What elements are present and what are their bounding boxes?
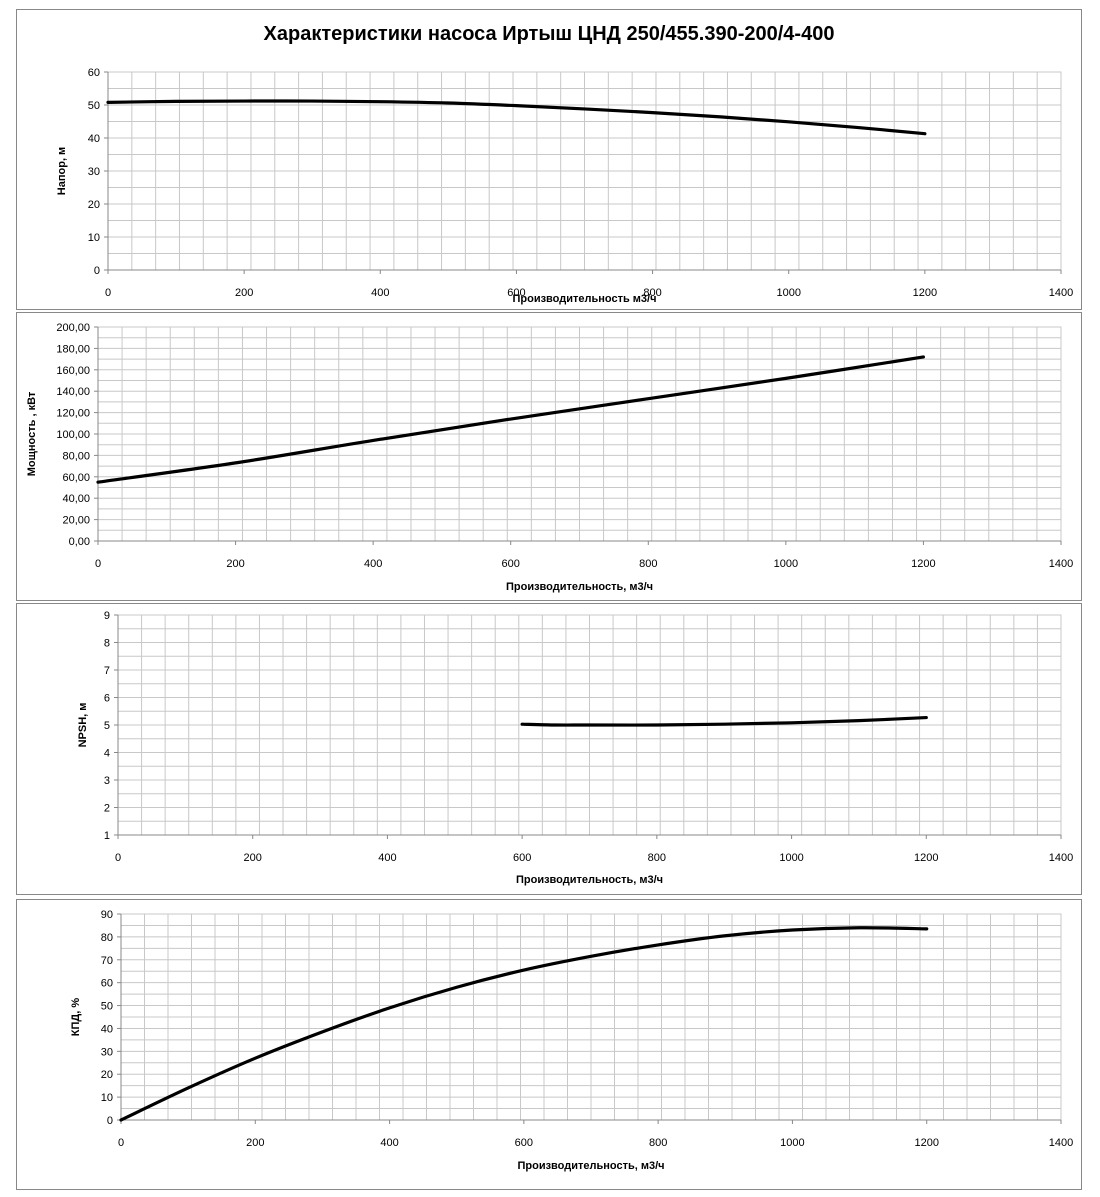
x-axis-label: Производительность м3/ч: [512, 293, 656, 305]
x-tick-label: 600: [502, 558, 520, 570]
y-tick-label: 0: [107, 1115, 113, 1127]
y-tick-label: 20: [88, 199, 100, 211]
y-tick-label: 80,00: [62, 450, 90, 462]
y-tick-label: 10: [88, 232, 100, 244]
x-tick-label: 0: [118, 1137, 124, 1149]
y-tick-label: 50: [101, 1001, 113, 1013]
series-line: [119, 926, 929, 1122]
x-tick-label: 400: [378, 852, 396, 864]
npsh-chart: 1 2 3 4 5 6 7 8 9 0 200 400 600 800 1000 1200 1400 Произв…: [77, 610, 1073, 886]
x-tick-label: 1400: [1049, 1137, 1073, 1149]
y-tick-label: 100,00: [56, 429, 90, 441]
grid: [120, 913, 1062, 1121]
x-tick-label: 600: [507, 287, 525, 299]
x-axis-label: Производительность, м3/ч: [506, 581, 653, 593]
x-tick-label: 800: [643, 287, 661, 299]
y-tick-label: 30: [101, 1046, 113, 1058]
x-tick-label: 1000: [779, 852, 803, 864]
head-chart-panel: Характеристики насоса Иртыш ЦНД 250/455.…: [16, 9, 1082, 310]
y-tick-label: 1: [104, 830, 110, 842]
x-tick-label: 600: [515, 1137, 533, 1149]
y-tick-label: 70: [101, 955, 113, 967]
efficiency-chart: 0 10 20 30 40 50 60 70 80 90 0 200 400 600 800 1000 1200…: [70, 909, 1073, 1172]
grid: [117, 614, 1062, 836]
y-tick-label: 140,00: [56, 386, 90, 398]
y-tick-label: 0,00: [69, 536, 90, 548]
y-tick-label: 9: [104, 610, 110, 622]
x-tick-label: 1000: [780, 1137, 804, 1149]
y-axis-label: КПД, %: [70, 998, 82, 1037]
x-tick-label: 1000: [776, 287, 800, 299]
x-tick-label: 800: [639, 558, 657, 570]
y-tick-label: 20,00: [62, 515, 90, 527]
grid: [107, 71, 1062, 271]
x-tick-label: 1200: [914, 852, 938, 864]
x-tick-label: 200: [226, 558, 244, 570]
y-tick-label: 60,00: [62, 472, 90, 484]
x-tick-label: 200: [246, 1137, 264, 1149]
x-tick-label: 1400: [1049, 287, 1073, 299]
x-axis-label: Производительность, м3/ч: [517, 1160, 664, 1172]
y-tick-label: 120,00: [56, 408, 90, 420]
y-tick-label: 0: [94, 265, 100, 277]
power-chart-panel: 0,00 20,00 40,00 60,00 80,00 100,00 120,00 140,…: [16, 312, 1082, 601]
x-tick-label: 0: [95, 558, 101, 570]
y-tick-label: 60: [101, 978, 113, 990]
x-tick-label: 200: [244, 852, 262, 864]
y-tick-label: 20: [101, 1069, 113, 1081]
x-tick-label: 1200: [914, 1137, 938, 1149]
y-tick-label: 160,00: [56, 365, 90, 377]
x-tick-label: 1200: [913, 287, 937, 299]
x-tick-label: 400: [364, 558, 382, 570]
power-chart: 0,00 20,00 40,00 60,00 80,00 100,00 120,00 140,…: [26, 322, 1073, 593]
y-tick-label: 8: [104, 638, 110, 650]
x-tick-label: 1400: [1049, 852, 1073, 864]
x-tick-label: 800: [648, 852, 666, 864]
y-tick-label: 4: [104, 748, 110, 760]
page-title: Характеристики насоса Иртыш ЦНД 250/455.…: [263, 23, 835, 45]
x-tick-label: 1000: [774, 558, 798, 570]
y-axis-label: NPSH, м: [77, 703, 89, 748]
y-tick-label: 7: [104, 665, 110, 677]
x-tick-label: 200: [235, 287, 253, 299]
x-tick-label: 1200: [911, 558, 935, 570]
y-tick-label: 80: [101, 932, 113, 944]
series-line: [96, 355, 926, 484]
x-tick-label: 600: [513, 852, 531, 864]
efficiency-chart-panel: 0 10 20 30 40 50 60 70 80 90 0 200 400 600 800 1000 1200…: [16, 899, 1082, 1190]
series-line: [106, 99, 927, 136]
y-tick-label: 40: [88, 133, 100, 145]
y-tick-label: 40: [101, 1023, 113, 1035]
y-tick-label: 200,00: [56, 322, 90, 334]
x-tick-label: 0: [115, 852, 121, 864]
y-tick-label: 10: [101, 1092, 113, 1104]
y-tick-label: 50: [88, 100, 100, 112]
x-tick-label: 400: [371, 287, 389, 299]
y-tick-label: 3: [104, 775, 110, 787]
x-tick-label: 1400: [1049, 558, 1073, 570]
y-tick-label: 30: [88, 166, 100, 178]
y-tick-label: 60: [88, 67, 100, 79]
y-axis-label: Мощность , кВт: [26, 391, 38, 476]
y-tick-label: 180,00: [56, 343, 90, 355]
x-tick-label: 400: [380, 1137, 398, 1149]
x-tick-label: 800: [649, 1137, 667, 1149]
y-tick-label: 2: [104, 803, 110, 815]
x-axis-label: Производительность, м3/ч: [516, 874, 663, 886]
y-tick-label: 5: [104, 720, 110, 732]
y-tick-label: 6: [104, 693, 110, 705]
y-tick-label: 40,00: [62, 493, 90, 505]
y-axis-label: Напор, м: [56, 147, 68, 195]
series-line: [520, 715, 928, 727]
x-tick-label: 0: [105, 287, 111, 299]
npsh-chart-panel: 1 2 3 4 5 6 7 8 9 0 200 400 600 800 1000 1200 1400 Произв…: [16, 603, 1082, 895]
y-tick-label: 90: [101, 909, 113, 921]
